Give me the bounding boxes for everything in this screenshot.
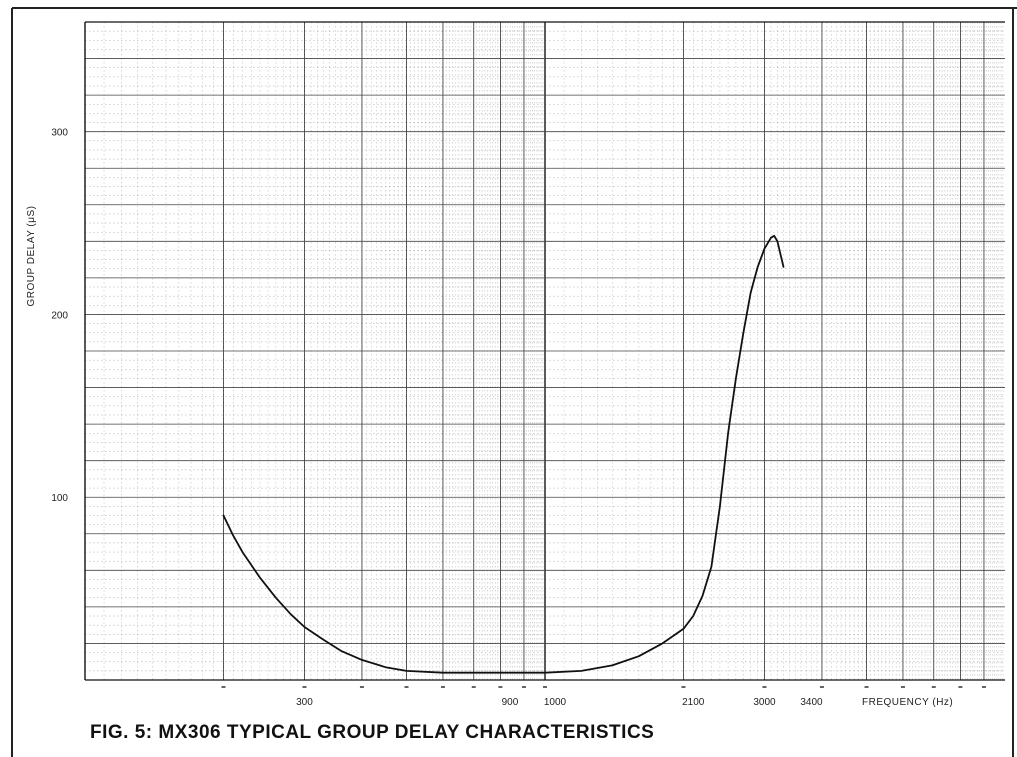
y-tick-label: 100 (51, 493, 68, 504)
y-tick-label: 200 (51, 310, 68, 321)
x-tick-label: 3400 (800, 697, 823, 708)
figure-caption: FIG. 5: MX306 TYPICAL GROUP DELAY CHARAC… (90, 722, 655, 743)
x-tick-label: 2100 (682, 697, 705, 708)
y-tick-label: 300 (51, 128, 68, 139)
x-tick-label: 900 (502, 697, 519, 708)
x-tick-label: 3000 (753, 697, 776, 708)
y-axis-title: GROUP DELAY (μS) (26, 205, 37, 306)
x-tick-label: 1000 (544, 697, 567, 708)
x-axis-title: FREQUENCY (Hz) (862, 697, 953, 708)
group-delay-curve (222, 234, 785, 674)
x-tick-label: 300 (296, 697, 313, 708)
